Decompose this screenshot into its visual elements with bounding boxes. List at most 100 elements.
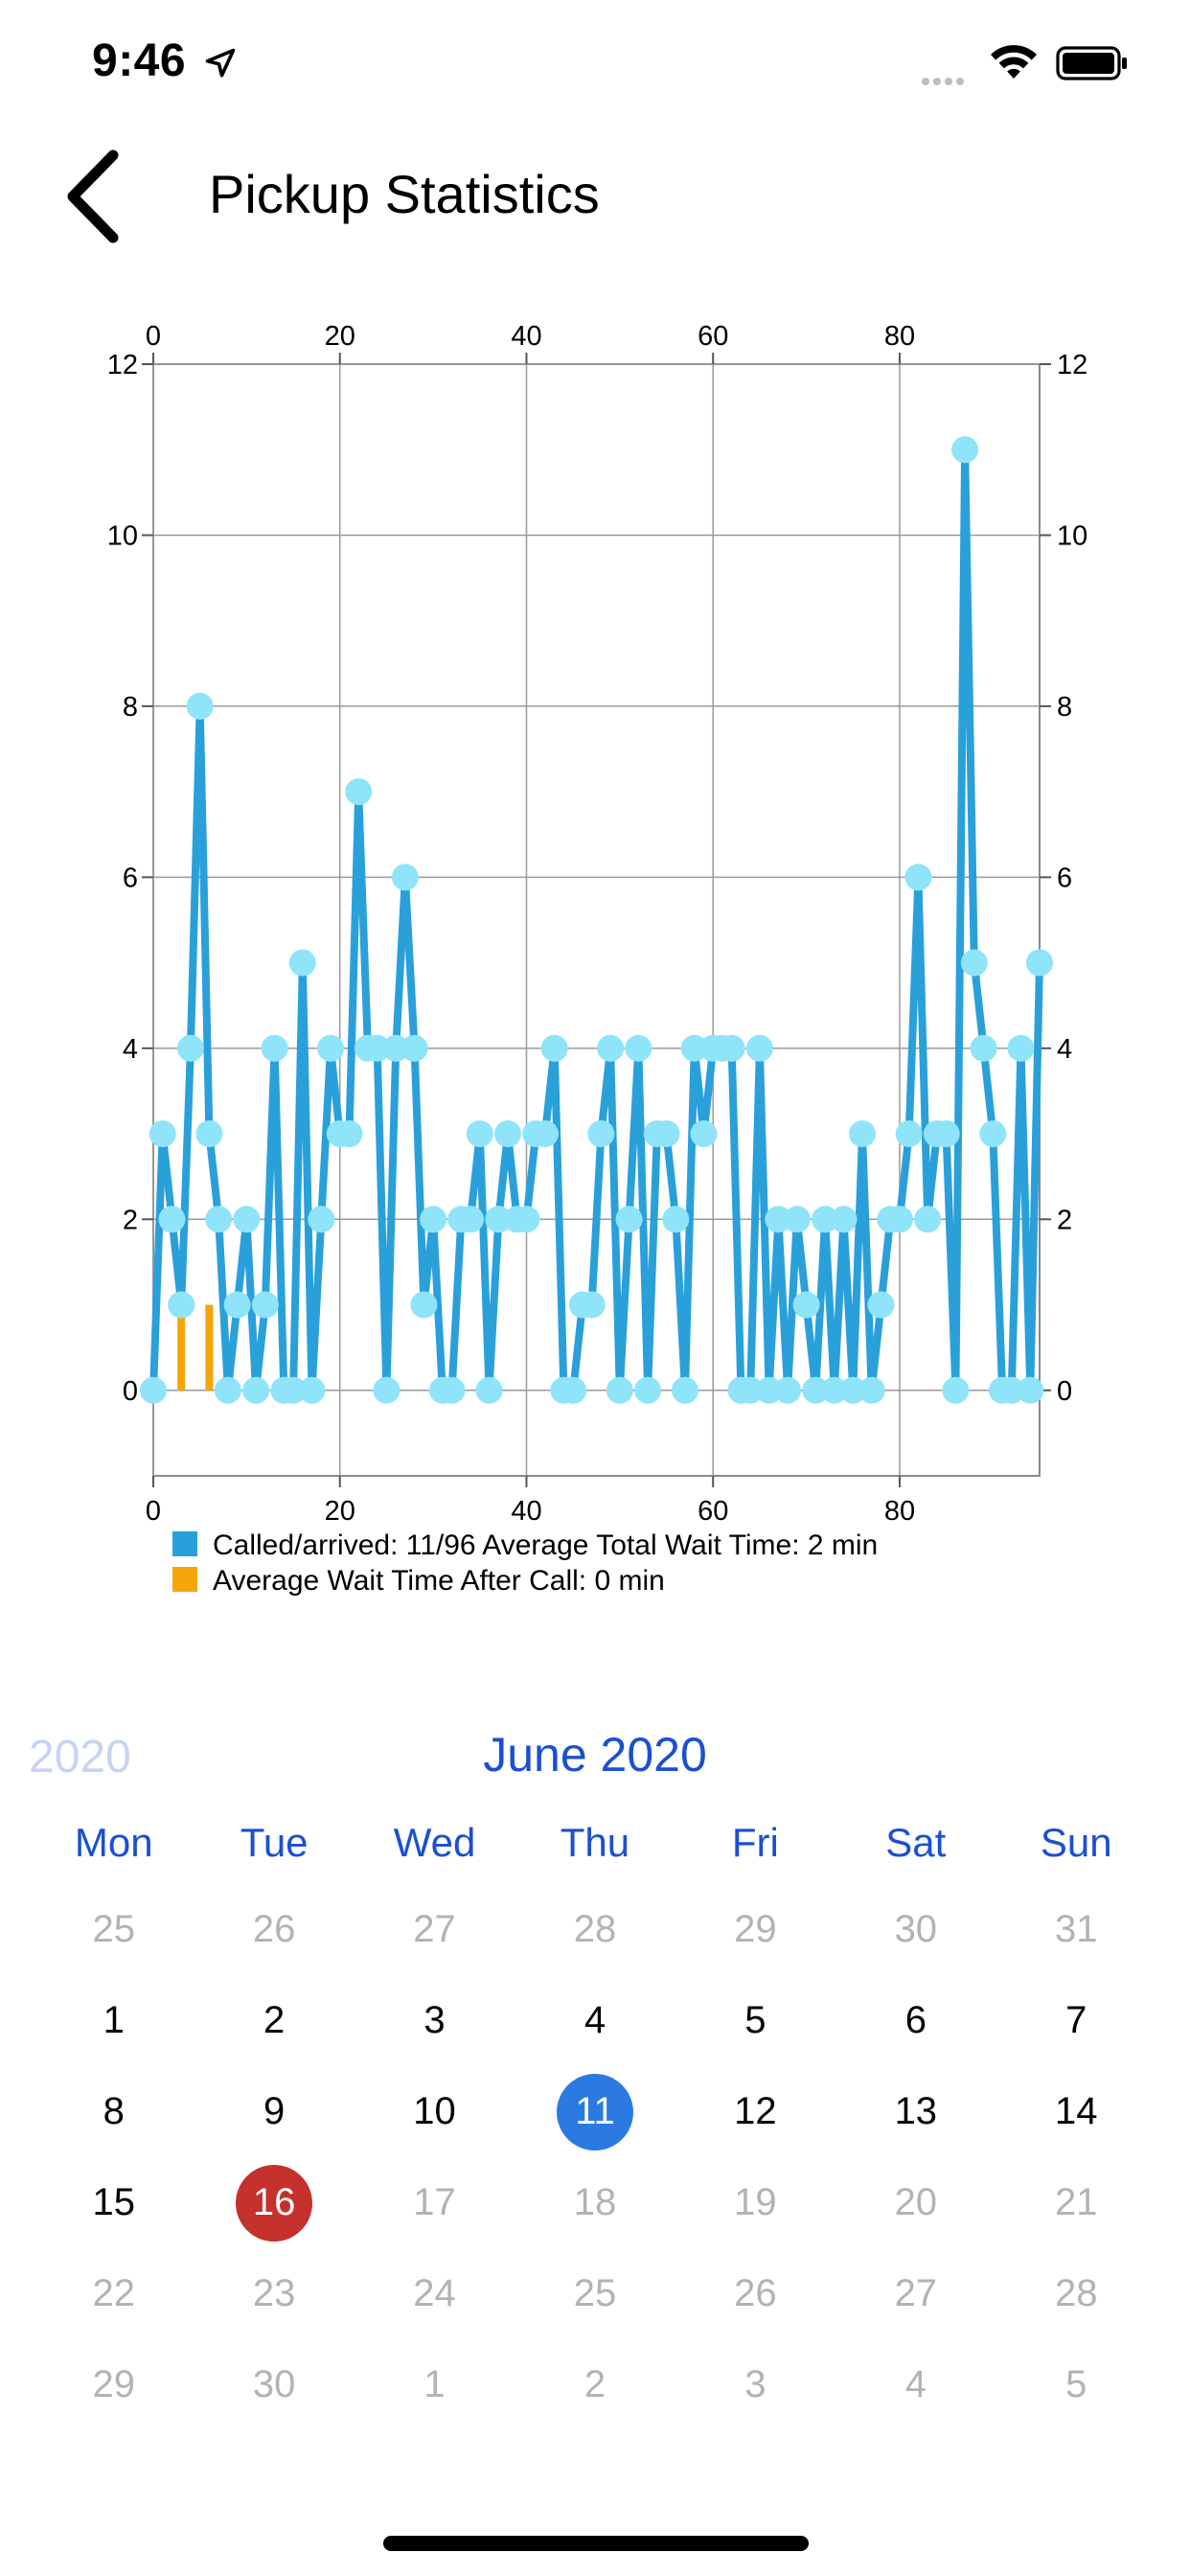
data-point bbox=[812, 1206, 839, 1233]
calendar-day-selected[interactable]: 11 bbox=[515, 2066, 675, 2157]
calendar-day[interactable]: 24 bbox=[355, 2248, 515, 2339]
calendar-day[interactable]: 2 bbox=[515, 2339, 675, 2430]
calendar-week-row: 25 26 27 28 29 30 31 bbox=[34, 1884, 1156, 1975]
calendar-day[interactable]: 17 bbox=[355, 2157, 515, 2248]
calendar-day[interactable]: 25 bbox=[515, 2248, 675, 2339]
calendar-day[interactable]: 18 bbox=[515, 2157, 675, 2248]
calendar-day[interactable]: 1 bbox=[34, 1975, 194, 2066]
wait-after-call-bar bbox=[177, 1304, 186, 1391]
calendar-day[interactable]: 23 bbox=[194, 2248, 354, 2339]
legend-label: Called/arrived: 11/96 Average Total Wait… bbox=[213, 1530, 878, 1561]
calendar-day[interactable]: 9 bbox=[194, 2066, 354, 2157]
x-tick-label-top: 20 bbox=[325, 321, 355, 352]
data-point bbox=[186, 692, 214, 720]
data-point bbox=[1026, 949, 1053, 977]
data-point bbox=[176, 1034, 204, 1062]
calendar-day[interactable]: 25 bbox=[34, 1884, 194, 1975]
chevron-left-icon bbox=[67, 150, 119, 243]
legend-swatch bbox=[172, 1531, 197, 1556]
calendar-day[interactable]: 27 bbox=[835, 2248, 995, 2339]
calendar-day[interactable]: 22 bbox=[34, 2248, 194, 2339]
calendar-day-number: 29 bbox=[92, 2363, 135, 2405]
x-tick-label-top: 40 bbox=[511, 321, 541, 352]
x-tick-label: 60 bbox=[698, 1496, 728, 1527]
calendar-day[interactable]: 31 bbox=[996, 1884, 1156, 1975]
calendar-day[interactable]: 1 bbox=[355, 2339, 515, 2430]
calendar-day[interactable]: 5 bbox=[996, 2339, 1156, 2430]
calendar-day[interactable]: 28 bbox=[996, 2248, 1156, 2339]
calendar-day[interactable]: 2 bbox=[194, 1975, 354, 2066]
calendar-day-today[interactable]: 16 bbox=[194, 2157, 354, 2248]
calendar-day-number: 20 bbox=[894, 2181, 938, 2223]
back-button[interactable] bbox=[57, 144, 134, 249]
data-point bbox=[410, 1291, 438, 1319]
calendar-day[interactable]: 12 bbox=[675, 2066, 835, 2157]
battery-icon bbox=[1056, 46, 1127, 80]
calendar-day[interactable]: 13 bbox=[835, 2066, 995, 2157]
x-tick-label: 0 bbox=[146, 1496, 161, 1527]
y-tick-label: 6 bbox=[123, 862, 138, 893]
data-point bbox=[317, 1034, 344, 1062]
calendar-day[interactable]: 4 bbox=[835, 2339, 995, 2430]
calendar-day[interactable]: 8 bbox=[34, 2066, 194, 2157]
calendar-day-number: 8 bbox=[103, 2090, 125, 2132]
data-point bbox=[849, 1120, 876, 1148]
calendar-week-row: 29 30 1 2 3 4 5 bbox=[34, 2339, 1156, 2430]
x-tick-label-top: 80 bbox=[884, 321, 915, 352]
data-point bbox=[494, 1120, 521, 1148]
x-tick-label-top: 60 bbox=[698, 321, 728, 352]
calendar-week-row: 22 23 24 25 26 27 28 bbox=[34, 2248, 1156, 2339]
calendar-day-number: 30 bbox=[252, 2363, 296, 2405]
calendar-day[interactable]: 30 bbox=[194, 2339, 354, 2430]
calendar-day[interactable]: 29 bbox=[34, 2339, 194, 2430]
calendar-grid: Mon Tue Wed Thu Fri Sat Sun 25 26 27 28 29 30 31 1 2 3 4 5… bbox=[0, 1802, 1190, 2430]
calendar-day[interactable]: 5 bbox=[675, 1975, 835, 2066]
calendar-day-number: 5 bbox=[744, 1999, 767, 2041]
calendar-day[interactable]: 26 bbox=[194, 1884, 354, 1975]
calendar-day[interactable]: 30 bbox=[835, 1884, 995, 1975]
data-point bbox=[737, 1376, 765, 1404]
calendar-day[interactable]: 29 bbox=[675, 1884, 835, 1975]
calendar-day[interactable]: 20 bbox=[835, 2157, 995, 2248]
data-point bbox=[652, 1120, 680, 1148]
calendar-day[interactable]: 7 bbox=[996, 1975, 1156, 2066]
y-tick-label: 10 bbox=[107, 520, 138, 551]
calendar-day[interactable]: 28 bbox=[515, 1884, 675, 1975]
calendar-day-number: 5 bbox=[1065, 2363, 1087, 2405]
data-point bbox=[960, 949, 988, 977]
calendar-day[interactable]: 15 bbox=[34, 2157, 194, 2248]
calendar-day[interactable]: 27 bbox=[355, 1884, 515, 1975]
y-tick-label: 12 bbox=[107, 350, 138, 380]
data-point bbox=[792, 1291, 820, 1319]
data-point bbox=[420, 1206, 447, 1233]
calendar-day-number: 18 bbox=[573, 2181, 617, 2223]
calendar-day[interactable]: 6 bbox=[835, 1975, 995, 2066]
calendar-day[interactable]: 10 bbox=[355, 2066, 515, 2157]
calendar-day[interactable]: 14 bbox=[996, 2066, 1156, 2157]
weekday-label: Tue bbox=[240, 1820, 309, 1865]
weekday-label: Sat bbox=[885, 1820, 947, 1865]
calendar-day[interactable]: 3 bbox=[355, 1975, 515, 2066]
calendar-day[interactable]: 26 bbox=[675, 2248, 835, 2339]
calendar-day[interactable]: 19 bbox=[675, 2157, 835, 2248]
legend-swatch bbox=[172, 1567, 197, 1592]
data-point bbox=[280, 1376, 308, 1404]
data-point bbox=[597, 1034, 625, 1062]
calendar-week-row: 1 2 3 4 5 6 7 bbox=[34, 1975, 1156, 2066]
calendar-day[interactable]: 3 bbox=[675, 2339, 835, 2430]
data-point bbox=[438, 1376, 466, 1404]
data-point bbox=[158, 1206, 186, 1233]
home-indicator bbox=[383, 2536, 809, 2551]
calendar-day-number: 3 bbox=[423, 1999, 446, 2041]
calendar-day[interactable]: 4 bbox=[515, 1975, 675, 2066]
calendar-day-number: 4 bbox=[904, 2363, 927, 2405]
calendar-day-number: 12 bbox=[734, 2090, 777, 2132]
calendar-day[interactable]: 21 bbox=[996, 2157, 1156, 2248]
calendar-prev-year[interactable]: 2020 bbox=[29, 1732, 131, 1782]
data-point bbox=[745, 1034, 773, 1062]
calendar-day-number: 29 bbox=[734, 1908, 777, 1950]
data-point bbox=[205, 1206, 233, 1233]
data-point bbox=[830, 1206, 858, 1233]
calendar-day-number: 24 bbox=[413, 2272, 456, 2314]
